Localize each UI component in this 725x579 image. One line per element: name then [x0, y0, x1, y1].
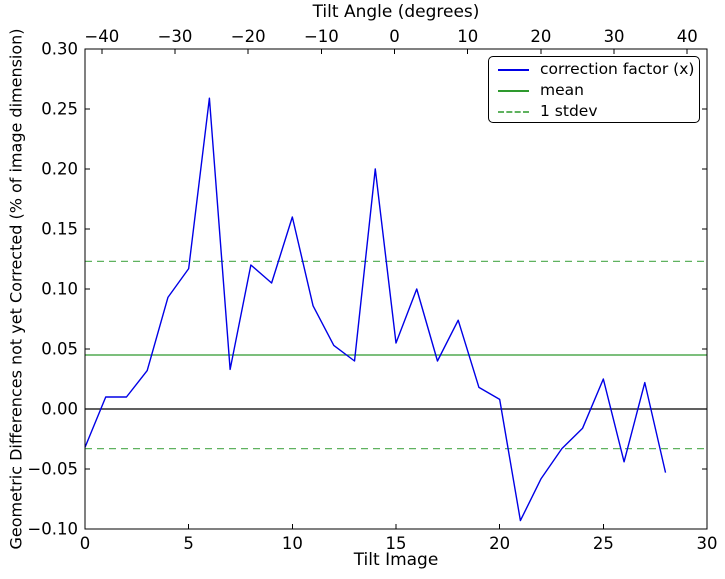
top-tick-label: 30: [604, 27, 625, 46]
reference-lines: [85, 260, 707, 450]
y-tick-label: 0.15: [41, 220, 78, 239]
legend-item: 1 stdev: [498, 101, 699, 122]
legend: correction factor (x) mean 1 stdev: [488, 56, 700, 123]
legend-line-sample-stdev: [498, 110, 529, 113]
x-tick-label: 0: [80, 534, 91, 553]
top-tick-label: −20: [231, 27, 266, 46]
legend-item: mean: [498, 80, 699, 101]
top-tick-label: −30: [158, 27, 193, 46]
top-tick-label: −10: [304, 27, 339, 46]
x-tick-label: 5: [183, 534, 194, 553]
legend-label: correction factor (x): [540, 60, 695, 78]
y-tick-label: 0.30: [41, 40, 78, 59]
tick-labels: 0.300.250.200.150.100.050.00−0.05−0.100 5…: [27, 27, 717, 553]
legend-line-sample-correction-factor: [498, 68, 529, 71]
legend-label: mean: [540, 81, 584, 99]
y-tick-label: 0.05: [41, 340, 78, 359]
y-tick-label: 0.20: [41, 160, 78, 179]
x-axis-label: Tilt Image: [353, 550, 439, 570]
top-tick-label: 40: [677, 27, 698, 46]
top-tick-label: 0: [389, 27, 400, 46]
x-tick-label: 10: [282, 534, 303, 553]
tick-marks: [84, 48, 708, 530]
legend-label: 1 stdev: [540, 102, 598, 120]
y-tick-label: 0.10: [41, 280, 78, 299]
x-tick-label: 15: [386, 534, 407, 553]
y-tick-label: 0.00: [41, 400, 78, 419]
legend-item: correction factor (x): [498, 59, 699, 80]
y-tick-label: 0.25: [41, 100, 78, 119]
top-tick-label: 20: [530, 27, 551, 46]
x-tick-label: 30: [697, 534, 718, 553]
y-tick-label: −0.10: [27, 520, 78, 539]
correction-factor-line: [84, 97, 667, 522]
x-tick-label: 20: [489, 534, 510, 553]
top-tick-label: 10: [457, 27, 478, 46]
x-tick-label: 25: [593, 534, 614, 553]
top-tick-label: −40: [84, 27, 119, 46]
legend-line-sample-mean: [498, 89, 529, 92]
y-tick-label: −0.05: [27, 460, 78, 479]
top-axis-label: Tilt Angle (degrees): [312, 2, 480, 22]
